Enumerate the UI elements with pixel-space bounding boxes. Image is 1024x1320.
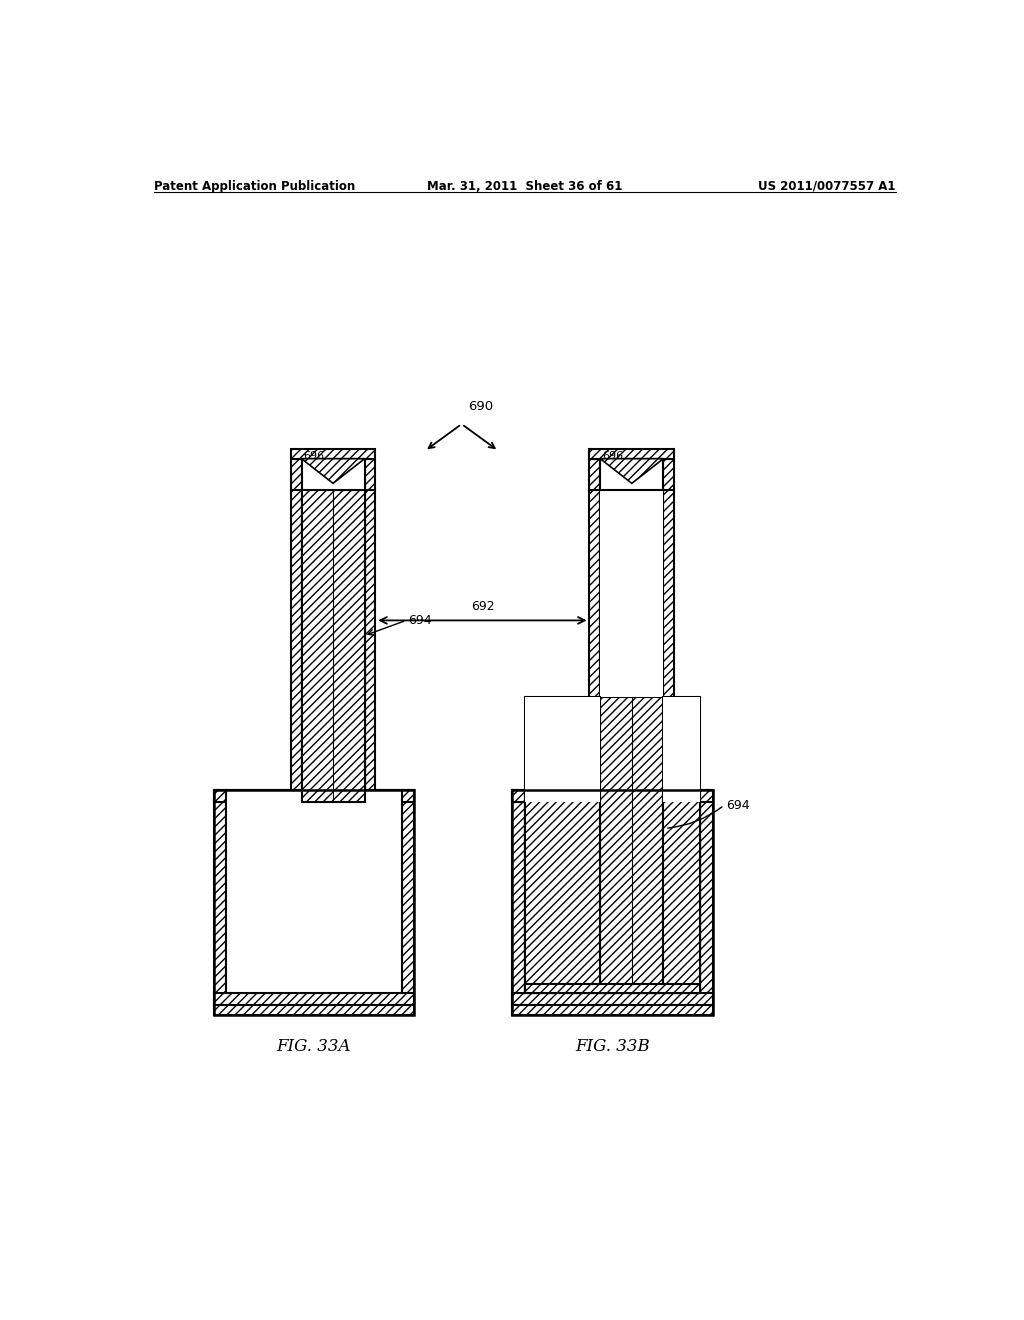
Text: FIG. 33A: FIG. 33A [276, 1039, 351, 1056]
Text: 694: 694 [727, 799, 751, 812]
Bar [214, 789, 291, 803]
Bar [600, 490, 664, 697]
Text: 690: 690 [468, 400, 493, 412]
Bar [524, 789, 700, 983]
Text: 696: 696 [602, 451, 623, 461]
Bar [674, 789, 713, 803]
Bar [512, 789, 590, 803]
Bar [700, 789, 713, 1006]
Bar [590, 449, 674, 459]
Bar [512, 1006, 713, 1015]
Bar [301, 490, 365, 803]
Text: 696: 696 [303, 451, 325, 461]
Bar [524, 789, 700, 993]
Polygon shape [600, 459, 664, 483]
Bar [365, 490, 376, 789]
Bar [600, 459, 664, 490]
Bar [226, 789, 401, 993]
Text: 694: 694 [409, 614, 432, 627]
Text: Mar. 31, 2011  Sheet 36 of 61: Mar. 31, 2011 Sheet 36 of 61 [427, 180, 623, 193]
Bar [365, 459, 376, 490]
Bar [524, 697, 600, 803]
Text: FIG. 33B: FIG. 33B [575, 1039, 650, 1056]
Bar [291, 459, 301, 490]
Text: 692: 692 [471, 599, 495, 612]
Bar [214, 1006, 414, 1015]
Bar [401, 789, 414, 1006]
Bar [214, 789, 414, 1015]
Bar [301, 459, 365, 490]
Bar [301, 490, 365, 789]
Bar [214, 789, 226, 1006]
Bar [512, 993, 713, 1006]
Bar [664, 697, 700, 993]
Bar [512, 789, 525, 1006]
Bar [590, 459, 600, 490]
Bar [590, 490, 600, 789]
Text: US 2011/0077557 A1: US 2011/0077557 A1 [759, 180, 896, 193]
Bar [291, 449, 376, 459]
Bar [664, 490, 674, 789]
Bar [524, 697, 600, 993]
Bar [664, 697, 700, 803]
Text: Patent Application Publication: Patent Application Publication [154, 180, 355, 193]
Bar [600, 490, 664, 789]
Bar [524, 983, 700, 993]
Bar [376, 789, 414, 803]
Bar [512, 789, 713, 1015]
Bar [291, 490, 301, 789]
Bar [214, 993, 414, 1006]
Bar [664, 459, 674, 490]
Polygon shape [301, 459, 365, 483]
Bar [600, 697, 664, 993]
